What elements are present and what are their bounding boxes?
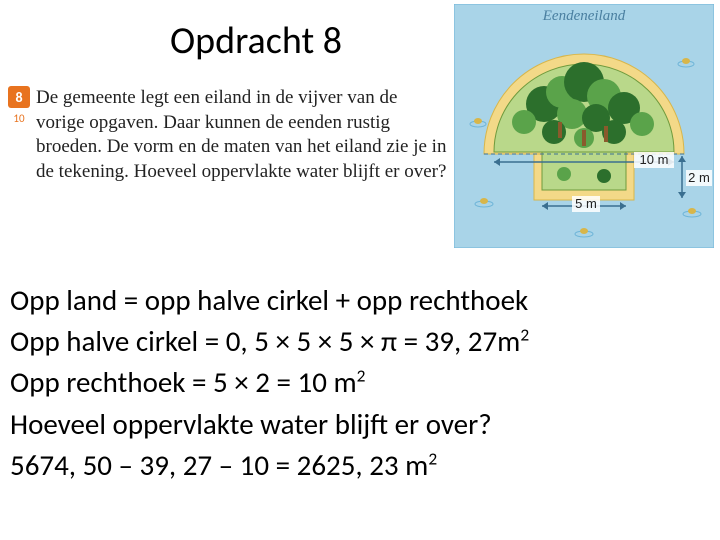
- solution-line-3: Opp rechthoek = 5 × 2 = 10 m2: [10, 362, 710, 403]
- solution-line-2: Opp halve cirkel = 0, 5 × 5 × 5 × π = 39…: [10, 321, 710, 362]
- figure-side-label: 2 m: [688, 170, 710, 185]
- solution-line-4: Hoeveel oppervlakte water blijft er over…: [10, 404, 710, 445]
- figure-bottom-label: 5 m: [575, 196, 597, 211]
- island-figure: Eendeneiland: [454, 4, 714, 248]
- exercise-number-badge: 8: [8, 86, 30, 108]
- solution-line-5: 5674, 50 – 39, 27 – 10 = 2625, 23 m2: [10, 445, 710, 486]
- exercise-block: 8 10 De gemeente legt een eiland in de v…: [8, 86, 448, 185]
- figure-label-top: Eendeneiland: [542, 8, 626, 24]
- solution-line-1: Opp land = opp halve cirkel + opp rechth…: [10, 280, 710, 321]
- exercise-text: De gemeente legt een eiland in de vijver…: [30, 86, 448, 185]
- exercise-badge-column: 8 10: [8, 86, 30, 125]
- exercise-subnumber: 10: [13, 112, 24, 125]
- solution-block: Opp land = opp halve cirkel + opp rechth…: [10, 280, 710, 486]
- figure-width-label: 10 m: [640, 152, 669, 167]
- page-title: Opdracht 8: [170, 18, 342, 64]
